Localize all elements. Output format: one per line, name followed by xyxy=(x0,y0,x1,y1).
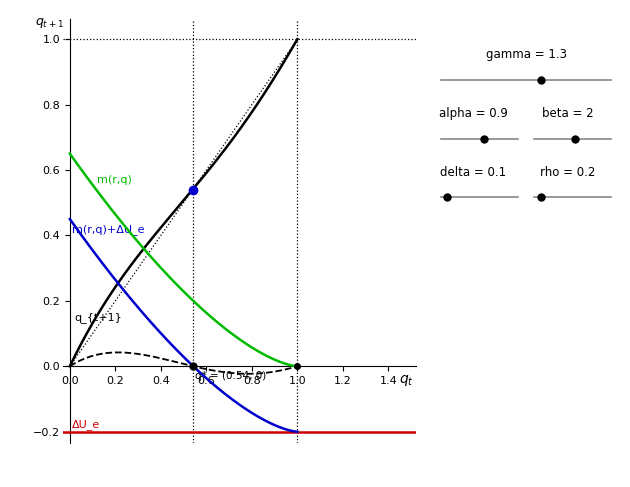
Text: m(r,q): m(r,q) xyxy=(97,175,132,185)
Text: delta = 0.1: delta = 0.1 xyxy=(440,166,506,179)
Text: q* = (0.54, 0): q* = (0.54, 0) xyxy=(195,372,266,381)
Text: $q_t$: $q_t$ xyxy=(399,373,413,388)
Text: m(r,q)+ΔU_e: m(r,q)+ΔU_e xyxy=(72,224,145,235)
Text: q_{t+1}: q_{t+1} xyxy=(74,313,122,323)
Text: ΔU_e: ΔU_e xyxy=(72,419,100,430)
Text: beta = 2: beta = 2 xyxy=(542,107,593,120)
Text: alpha = 0.9: alpha = 0.9 xyxy=(438,107,508,120)
Text: $q_{t+1}$: $q_{t+1}$ xyxy=(35,16,64,30)
Text: gamma = 1.3: gamma = 1.3 xyxy=(486,48,566,61)
Text: rho = 0.2: rho = 0.2 xyxy=(540,166,595,179)
